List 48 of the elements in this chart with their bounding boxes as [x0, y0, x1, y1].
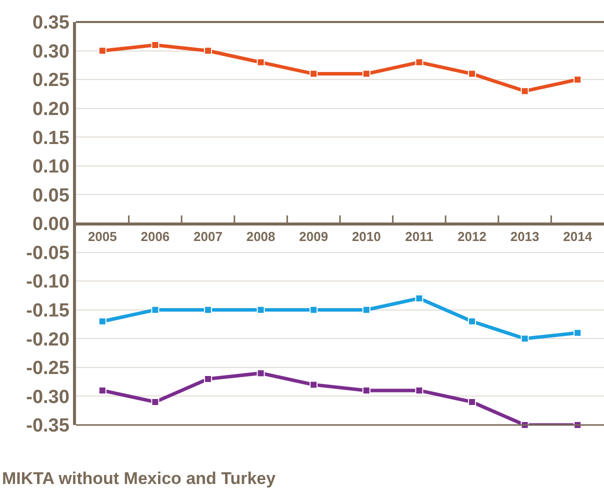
y-tick-label: -0.05: [26, 242, 70, 264]
point: [151, 306, 160, 314]
point: [256, 306, 265, 314]
x-tick-label: 2011: [405, 228, 434, 244]
y-tick-label: 0.25: [32, 70, 70, 92]
point: [310, 70, 318, 78]
x-tick-label: 2010: [352, 228, 381, 244]
y-tick-label: -0.10: [26, 272, 70, 293]
y-tick-label: 0.20: [32, 99, 70, 120]
point: [256, 58, 265, 66]
x-tick-label: 2014: [563, 228, 593, 244]
y-tick-label: -0.15: [26, 300, 70, 322]
point: [574, 328, 582, 337]
y-tick-label: 0.30: [32, 41, 70, 62]
text: MIKTA without Mexico and Turkey: [2, 469, 276, 488]
x-tick-label: 2005: [88, 228, 117, 244]
point: [310, 306, 318, 314]
point: [204, 46, 212, 55]
point: [151, 398, 160, 406]
y-tick-label: 0.00: [32, 214, 70, 236]
y-tick-label: 0.15: [32, 128, 70, 149]
x-tick-label: 2006: [140, 228, 170, 244]
point: [98, 46, 106, 55]
point: [415, 294, 424, 302]
x-tick-label: 2008: [246, 228, 276, 244]
y-tick-label: -0.30: [26, 386, 70, 408]
x-tick-label: 2007: [194, 228, 222, 244]
point: [468, 70, 476, 78]
point: [256, 369, 265, 378]
point: [520, 87, 529, 96]
point: [362, 306, 370, 314]
point: [574, 76, 582, 84]
x-tick-label: 2009: [299, 228, 328, 244]
point: [520, 334, 529, 343]
point: [415, 58, 424, 66]
y-tick-label: 0.35: [32, 12, 70, 34]
point: [310, 380, 318, 389]
point: [204, 306, 212, 314]
point: [362, 70, 370, 78]
x-tick-label: 2013: [510, 228, 540, 244]
point: [98, 317, 106, 326]
y-tick-label: -0.35: [26, 416, 70, 437]
y-tick-label: 0.10: [32, 156, 70, 178]
y-tick-label: -0.20: [26, 329, 70, 350]
point: [468, 317, 476, 326]
y-tick-label: -0.25: [26, 358, 70, 380]
x-tick-label: 2012: [458, 228, 486, 244]
y-tick-label: 0.05: [32, 185, 70, 206]
